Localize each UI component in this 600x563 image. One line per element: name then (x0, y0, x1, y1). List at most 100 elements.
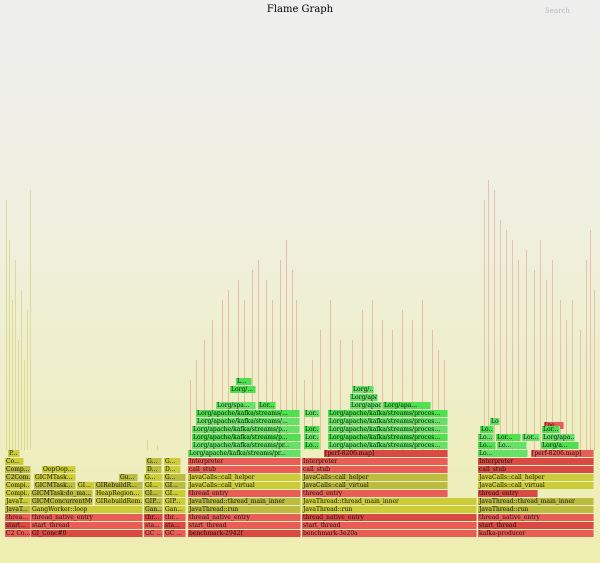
stack-frame[interactable]: G... (144, 474, 163, 481)
stack-frame[interactable]: Gu... (119, 474, 138, 481)
stack-frame[interactable]: JavaThread::run (188, 506, 301, 513)
stack-frame[interactable]: GI... (77, 482, 95, 489)
stack-frame[interactable]: Lorg/apache/kafka/streams/pr... (192, 442, 301, 449)
stack-frame[interactable]: GI... (164, 490, 186, 497)
stack-frame[interactable]: thr... (144, 514, 163, 521)
stack-frame[interactable]: GIRebuildR... (95, 482, 143, 489)
stack-frame[interactable]: GI... (144, 482, 163, 489)
stack-frame[interactable]: D... (164, 466, 181, 473)
stack-frame[interactable]: OopOop... (42, 466, 76, 473)
stack-frame[interactable]: Lo... (497, 442, 527, 449)
stack-frame[interactable]: Compi... (5, 490, 31, 497)
stack-frame[interactable]: GIP... (164, 498, 186, 505)
stack-frame[interactable]: Compi... (5, 482, 31, 489)
stack-frame[interactable]: Lorg/apa... (383, 402, 431, 409)
stack-frame[interactable]: thread_native_entry (302, 514, 477, 521)
stack-frame[interactable]: Lor... (258, 402, 276, 409)
stack-frame[interactable]: Lor... (522, 434, 540, 441)
stack-frame[interactable]: Lorg/apa... (542, 434, 575, 441)
stack-frame[interactable]: JavaCalls::call_virtual (302, 482, 448, 489)
stack-frame[interactable]: Lo... (478, 434, 494, 441)
stack-frame[interactable]: GI... (144, 490, 163, 497)
stack-frame[interactable]: Lorg/... (352, 386, 374, 393)
stack-frame[interactable]: C2Com... (5, 474, 31, 481)
stack-frame[interactable]: Lorg/apache/kafka/streams/p... (192, 434, 301, 441)
stack-frame[interactable]: G... (146, 458, 162, 465)
stack-frame[interactable]: JavaCalls::call_helper (302, 474, 448, 481)
stack-frame[interactable]: Lorg/spa... (216, 402, 256, 409)
stack-frame[interactable]: C2 Co... (5, 530, 31, 537)
stack-frame[interactable]: P... (8, 450, 20, 457)
stack-frame[interactable]: sta... (164, 522, 186, 529)
stack-frame[interactable]: Interpreter (188, 458, 301, 465)
stack-frame[interactable]: Co... (5, 458, 24, 465)
stack-frame[interactable]: Lorg/apache/kafka/streams/p... (192, 426, 300, 433)
stack-frame[interactable]: benchmark-3e20a (302, 530, 477, 537)
stack-frame[interactable]: JavaCalls::call_virtual (188, 482, 301, 489)
stack-frame[interactable]: Lorg/apache... (350, 402, 382, 409)
stack-frame[interactable]: thread_native_entry (31, 514, 143, 521)
stack-frame[interactable]: GICMTask:do_ma... (31, 490, 93, 497)
stack-frame[interactable]: Lorg/... (230, 386, 256, 393)
stack-frame[interactable]: JavaCalls::call_helper (478, 474, 594, 481)
stack-frame[interactable]: thread_native_entry (188, 514, 301, 521)
stack-frame[interactable]: JavaT... (5, 506, 31, 513)
stack-frame[interactable]: Gan... (164, 506, 186, 513)
stack-frame[interactable]: Lorg/apache/kafka/streams/proces... (328, 418, 448, 425)
stack-frame[interactable]: Lo... (304, 442, 320, 449)
stack-frame[interactable]: Lorg/apache/kafka/streams/... (196, 418, 300, 425)
stack-frame[interactable]: thread_entry (478, 490, 538, 497)
stack-frame[interactable]: Lor... (304, 426, 320, 433)
search-button[interactable]: Search (545, 7, 570, 15)
stack-frame[interactable]: kafka-producer (478, 530, 594, 537)
stack-frame[interactable]: Lorg/apache/kafka/streams/proces... (328, 434, 448, 441)
stack-frame[interactable]: Interpreter (478, 458, 594, 465)
stack-frame[interactable]: [pe... (544, 422, 564, 429)
stack-frame[interactable]: JavaCalls::call_virtual (478, 482, 594, 489)
stack-frame[interactable]: GI_Conc#0 (31, 530, 143, 537)
stack-frame[interactable]: JavaThread::run (478, 506, 594, 513)
stack-frame[interactable]: GC ... (144, 530, 163, 537)
stack-frame[interactable]: G... (164, 458, 181, 465)
stack-frame[interactable]: call_stub (302, 466, 448, 473)
stack-frame[interactable]: GI... (164, 482, 186, 489)
stack-frame[interactable]: L... (236, 378, 252, 385)
stack-frame[interactable]: JavaThread::run (302, 506, 477, 513)
stack-frame[interactable]: G... (164, 474, 186, 481)
stack-frame[interactable]: thr... (164, 514, 186, 521)
stack-frame[interactable]: Interpreter (302, 458, 448, 465)
stack-frame[interactable]: Lo... (490, 418, 500, 425)
stack-frame[interactable]: Lor... (304, 410, 320, 417)
stack-frame[interactable]: D... (146, 466, 162, 473)
stack-frame[interactable]: Comp... (5, 466, 31, 473)
stack-frame[interactable]: Lorg/a... (541, 442, 579, 449)
stack-frame[interactable]: JavaThread::thread_main_inner (302, 498, 477, 505)
stack-frame[interactable]: Lorg/apache/kafka/streams/proces... (328, 410, 448, 417)
stack-frame[interactable]: GICMTask... (34, 474, 76, 481)
stack-frame[interactable]: [perf-8206.map] (531, 450, 594, 457)
stack-frame[interactable]: Lor... (542, 426, 560, 433)
stack-frame[interactable]: Lorg/apa... (350, 394, 378, 401)
stack-frame[interactable]: Lorg/apache/kafka/streams/... (196, 410, 300, 417)
stack-frame[interactable]: Lor... (304, 434, 320, 441)
stack-frame[interactable]: Lo... (480, 426, 494, 433)
stack-frame[interactable]: call_stub (478, 466, 594, 473)
stack-frame[interactable]: GIP... (144, 498, 163, 505)
stack-frame[interactable]: start_thread (31, 522, 143, 529)
stack-frame[interactable]: HeapRegion... (95, 490, 143, 497)
stack-frame[interactable]: sta... (144, 522, 163, 529)
stack-frame[interactable]: call_stub (188, 466, 301, 473)
stack-frame[interactable]: Lo... (478, 450, 528, 457)
stack-frame[interactable]: Lorg/apache/kafka/streams/proces... (328, 442, 448, 449)
stack-frame[interactable]: Gan... (144, 506, 163, 513)
stack-frame[interactable]: start_thread (478, 522, 594, 529)
stack-frame[interactable]: threa... (5, 514, 31, 521)
stack-frame[interactable]: thread_entry (188, 490, 301, 497)
stack-frame[interactable]: GICMTask... (34, 482, 76, 489)
stack-frame[interactable]: GC ... (164, 530, 186, 537)
stack-frame[interactable]: [perf-8206.map] (324, 450, 448, 457)
stack-frame[interactable]: thread_entry (302, 490, 448, 497)
stack-frame[interactable]: Lorg/apache/kafka/streams/proces... (328, 426, 448, 433)
stack-frame[interactable]: Lor... (496, 434, 521, 441)
stack-frame[interactable]: Lorg/apache/kafka/streams/pr... (188, 450, 301, 457)
